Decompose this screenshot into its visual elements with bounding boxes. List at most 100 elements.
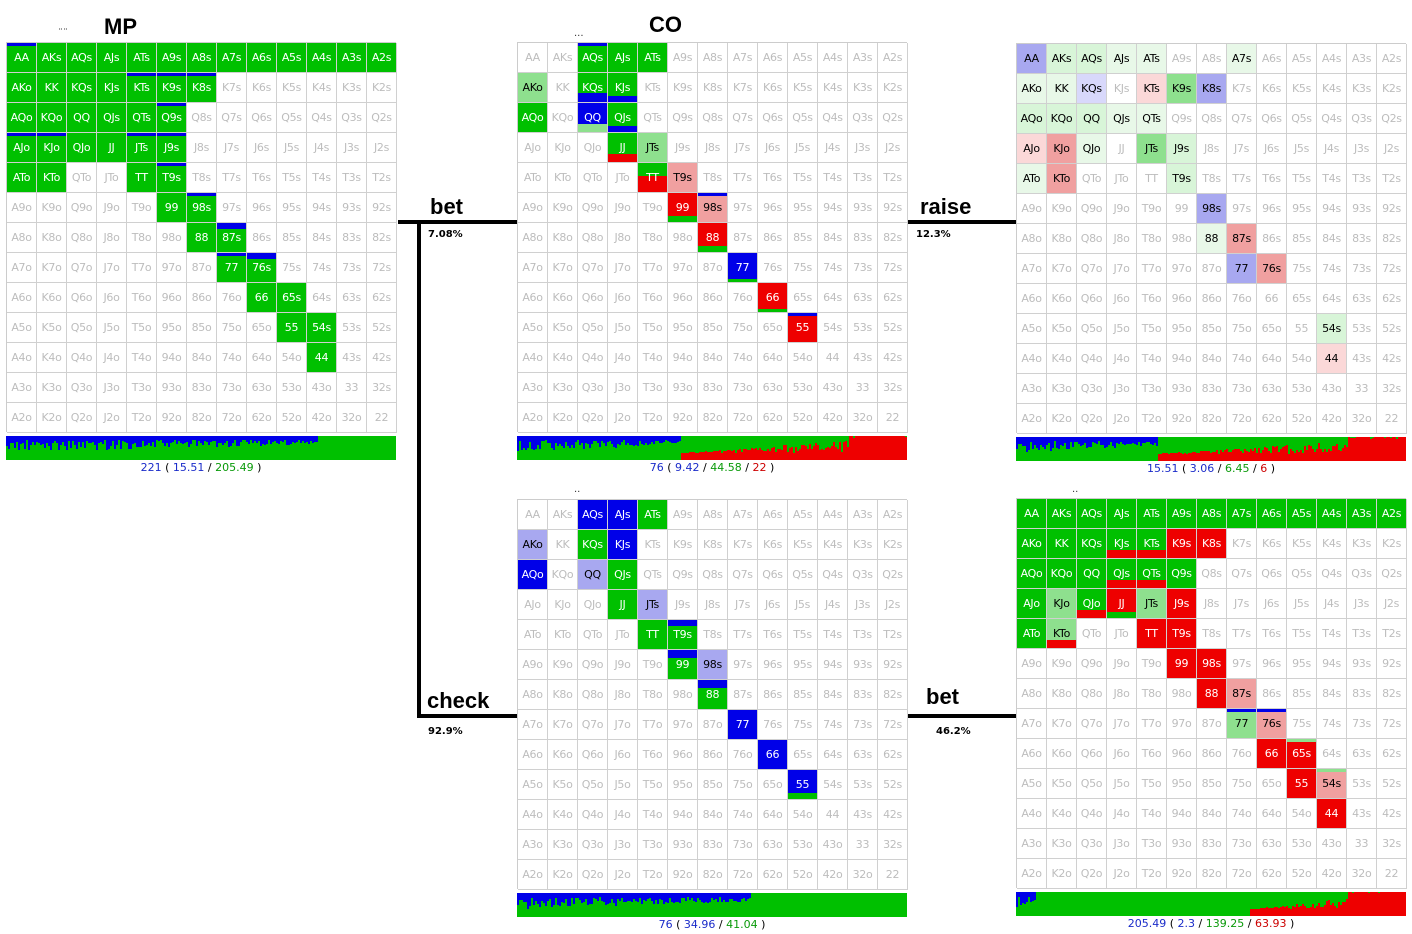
hand-cell-T9s[interactable]: T9s — [668, 163, 698, 193]
hand-cell-75o[interactable]: 75o — [1227, 314, 1257, 344]
hand-cell-Q2o[interactable]: Q2o — [67, 403, 97, 433]
hand-cell-A8s[interactable]: A8s — [1197, 499, 1227, 529]
hand-cell-95s[interactable]: 95s — [1287, 194, 1317, 224]
hand-cell-92s[interactable]: 92s — [1377, 649, 1407, 679]
hand-cell-66[interactable]: 66 — [758, 740, 788, 770]
hand-cell-77[interactable]: 77 — [217, 253, 247, 283]
hand-cell-76o[interactable]: 76o — [217, 283, 247, 313]
hand-cell-T6s[interactable]: T6s — [1257, 164, 1287, 194]
hand-cell-72s[interactable]: 72s — [367, 253, 397, 283]
hand-cell-ATs[interactable]: ATs — [127, 43, 157, 73]
hand-cell-QTs[interactable]: QTs — [127, 103, 157, 133]
hand-cell-Q6o[interactable]: Q6o — [67, 283, 97, 313]
hand-cell-A2s[interactable]: A2s — [1377, 499, 1407, 529]
hand-cell-A3o[interactable]: A3o — [1017, 374, 1047, 404]
hand-cell-A4s[interactable]: A4s — [818, 500, 848, 530]
hand-cell-T8s[interactable]: T8s — [187, 163, 217, 193]
hand-cell-Q5o[interactable]: Q5o — [1077, 314, 1107, 344]
hand-cell-AKo[interactable]: AKo — [1017, 529, 1047, 559]
hand-cell-54s[interactable]: 54s — [1317, 314, 1347, 344]
hand-cell-63o[interactable]: 63o — [758, 373, 788, 403]
hand-cell-94o[interactable]: 94o — [1167, 344, 1197, 374]
hand-cell-97s[interactable]: 97s — [728, 193, 758, 223]
hand-cell-A4o[interactable]: A4o — [1017, 344, 1047, 374]
hand-cell-QJs[interactable]: QJs — [1107, 104, 1137, 134]
hand-cell-93o[interactable]: 93o — [668, 373, 698, 403]
hand-cell-AQs[interactable]: AQs — [578, 43, 608, 73]
hand-cell-Q7s[interactable]: Q7s — [1227, 104, 1257, 134]
hand-cell-J8s[interactable]: J8s — [187, 133, 217, 163]
hand-cell-64o[interactable]: 64o — [758, 800, 788, 830]
hand-cell-Q9s[interactable]: Q9s — [157, 103, 187, 133]
hand-cell-75o[interactable]: 75o — [217, 313, 247, 343]
hand-cell-63o[interactable]: 63o — [1257, 829, 1287, 859]
hand-cell-J2s[interactable]: J2s — [1377, 134, 1407, 164]
hand-cell-KJs[interactable]: KJs — [97, 73, 127, 103]
hand-cell-44[interactable]: 44 — [818, 800, 848, 830]
hand-cell-32s[interactable]: 32s — [878, 830, 908, 860]
hand-cell-AKs[interactable]: AKs — [548, 500, 578, 530]
hand-cell-K3s[interactable]: K3s — [1347, 74, 1377, 104]
hand-cell-JTs[interactable]: JTs — [638, 590, 668, 620]
hand-cell-A8o[interactable]: A8o — [1017, 679, 1047, 709]
hand-cell-98o[interactable]: 98o — [1167, 224, 1197, 254]
hand-cell-KJo[interactable]: KJo — [1047, 589, 1077, 619]
hand-cell-74s[interactable]: 74s — [1317, 254, 1347, 284]
hand-cell-82o[interactable]: 82o — [698, 403, 728, 433]
hand-cell-33[interactable]: 33 — [848, 830, 878, 860]
hand-cell-Q8s[interactable]: Q8s — [698, 560, 728, 590]
hand-cell-Q9o[interactable]: Q9o — [67, 193, 97, 223]
hand-cell-T6o[interactable]: T6o — [1137, 284, 1167, 314]
hand-cell-T7o[interactable]: T7o — [1137, 709, 1167, 739]
hand-cell-J3o[interactable]: J3o — [1107, 374, 1137, 404]
hand-cell-83o[interactable]: 83o — [1197, 374, 1227, 404]
hand-cell-22[interactable]: 22 — [878, 403, 908, 433]
hand-cell-82s[interactable]: 82s — [878, 680, 908, 710]
hand-cell-K5s[interactable]: K5s — [788, 73, 818, 103]
hand-cell-86s[interactable]: 86s — [1257, 679, 1287, 709]
hand-cell-J4s[interactable]: J4s — [307, 133, 337, 163]
hand-cell-K4o[interactable]: K4o — [548, 343, 578, 373]
hand-cell-52s[interactable]: 52s — [1377, 314, 1407, 344]
hand-cell-A3o[interactable]: A3o — [1017, 829, 1047, 859]
hand-cell-Q2o[interactable]: Q2o — [1077, 404, 1107, 434]
hand-cell-T9o[interactable]: T9o — [1137, 194, 1167, 224]
hand-cell-66[interactable]: 66 — [247, 283, 277, 313]
hand-cell-32o[interactable]: 32o — [337, 403, 367, 433]
hand-cell-43s[interactable]: 43s — [1347, 344, 1377, 374]
hand-cell-T3s[interactable]: T3s — [1347, 164, 1377, 194]
hand-cell-Q2s[interactable]: Q2s — [878, 560, 908, 590]
hand-cell-62s[interactable]: 62s — [878, 283, 908, 313]
hand-cell-T7s[interactable]: T7s — [1227, 164, 1257, 194]
hand-cell-T5s[interactable]: T5s — [788, 620, 818, 650]
hand-cell-JTo[interactable]: JTo — [608, 620, 638, 650]
hand-cell-72o[interactable]: 72o — [217, 403, 247, 433]
hand-cell-AKo[interactable]: AKo — [7, 73, 37, 103]
hand-cell-QTo[interactable]: QTo — [67, 163, 97, 193]
hand-cell-JTo[interactable]: JTo — [97, 163, 127, 193]
hand-cell-K3o[interactable]: K3o — [548, 830, 578, 860]
hand-cell-Q2s[interactable]: Q2s — [878, 103, 908, 133]
hand-cell-QTo[interactable]: QTo — [578, 620, 608, 650]
hand-cell-22[interactable]: 22 — [1377, 404, 1407, 434]
hand-cell-J5o[interactable]: J5o — [97, 313, 127, 343]
hand-cell-J8o[interactable]: J8o — [1107, 224, 1137, 254]
hand-cell-44[interactable]: 44 — [1317, 799, 1347, 829]
hand-cell-A6o[interactable]: A6o — [1017, 739, 1047, 769]
hand-cell-85s[interactable]: 85s — [1287, 224, 1317, 254]
hand-cell-T9s[interactable]: T9s — [1167, 164, 1197, 194]
hand-cell-A9o[interactable]: A9o — [518, 650, 548, 680]
hand-cell-J4o[interactable]: J4o — [608, 800, 638, 830]
hand-cell-87o[interactable]: 87o — [1197, 254, 1227, 284]
hand-cell-73s[interactable]: 73s — [848, 253, 878, 283]
hand-cell-A2o[interactable]: A2o — [1017, 404, 1047, 434]
hand-cell-J3s[interactable]: J3s — [848, 133, 878, 163]
hand-cell-85s[interactable]: 85s — [788, 223, 818, 253]
hand-cell-T6o[interactable]: T6o — [638, 283, 668, 313]
hand-cell-85o[interactable]: 85o — [1197, 314, 1227, 344]
hand-cell-A6s[interactable]: A6s — [758, 43, 788, 73]
hand-cell-74o[interactable]: 74o — [728, 343, 758, 373]
hand-cell-K7o[interactable]: K7o — [548, 710, 578, 740]
hand-cell-86o[interactable]: 86o — [187, 283, 217, 313]
hand-cell-96s[interactable]: 96s — [1257, 649, 1287, 679]
